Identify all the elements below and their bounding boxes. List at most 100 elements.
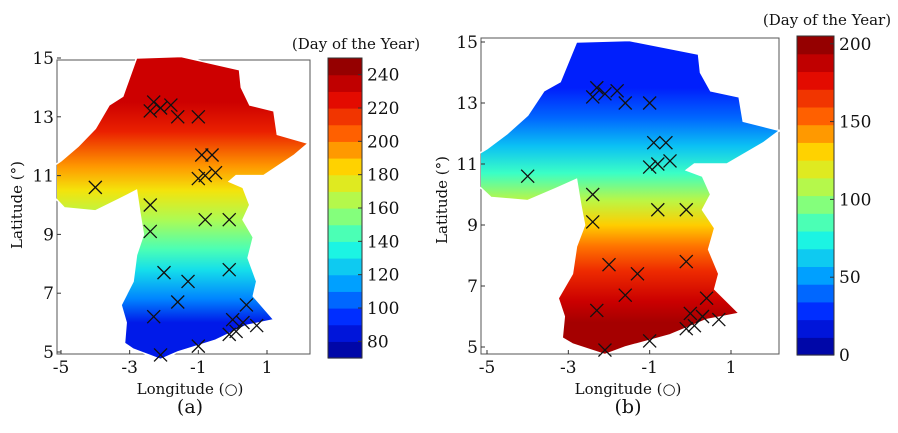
colorbar-tick-label: 50 (839, 268, 861, 288)
station-marker (602, 257, 616, 272)
x-tick-label: -1 (641, 358, 658, 378)
y-axis-label: Latitude (°) (433, 156, 451, 244)
colorbar-segment (797, 213, 834, 232)
station-marker (157, 265, 171, 280)
y-tick-label: 5 (43, 343, 54, 363)
colorbar-segment (797, 124, 834, 143)
station-marker (225, 312, 240, 327)
y-tick-label: 15 (32, 49, 54, 69)
y-tick-label: 11 (32, 167, 54, 187)
colorbar-segment (797, 89, 834, 108)
station-marker (198, 212, 213, 227)
station-marker (143, 198, 158, 212)
station-marker (679, 321, 694, 336)
x-tick-label: -1 (190, 358, 207, 378)
colorbar-segment (328, 208, 362, 226)
colorbar-tick-label: 80 (367, 332, 389, 352)
colorbar-tick-label: 0 (839, 346, 850, 366)
colorbar-tick-label: 180 (367, 166, 399, 186)
station-marker (191, 109, 206, 124)
station-marker (222, 212, 237, 227)
station-marker (208, 165, 223, 180)
station-marker (687, 318, 702, 333)
y-axis-label: Latitude (°) (8, 161, 26, 249)
colorbar-tick-label: 140 (367, 232, 399, 252)
colorbar-segment (328, 224, 362, 242)
colorbar-tick-label: 200 (839, 35, 871, 55)
station-marker (222, 327, 237, 342)
station-marker (170, 109, 185, 124)
station-marker (153, 347, 168, 362)
colorbar-segment (328, 241, 362, 259)
station-marker (146, 95, 161, 110)
station-marker (699, 291, 714, 306)
station-marker (170, 295, 185, 309)
x-tick-label: -3 (560, 358, 577, 378)
y-tick-label: 13 (456, 94, 478, 114)
x-tick-label: -5 (479, 358, 496, 378)
colorbar-title: (Day of the Year) (763, 11, 891, 29)
colorbar-segment (328, 141, 362, 159)
station-marker (191, 339, 206, 354)
colorbar-segment (328, 124, 362, 142)
station-marker (146, 309, 161, 324)
station-marker (642, 96, 657, 110)
station-marker (650, 202, 665, 217)
colorbar-segment (797, 160, 834, 179)
station-marker (191, 171, 206, 186)
colorbar-tick-label: 100 (839, 190, 871, 210)
x-tick-label: 1 (262, 358, 273, 378)
station-marker (618, 288, 633, 303)
y-tick-label: 7 (467, 277, 478, 297)
station-marker (618, 96, 633, 110)
station-marker (181, 274, 195, 289)
y-tick-label: 9 (467, 216, 478, 236)
station-marker (239, 298, 254, 312)
colorbar-segment (797, 248, 834, 267)
colorbar-segment (797, 36, 834, 55)
colorbar-frame (796, 35, 835, 356)
colorbar-segment (797, 301, 834, 321)
station-marker (143, 103, 158, 118)
y-tick-label: 15 (456, 33, 478, 53)
station-marker (194, 148, 209, 162)
colorbar-segment (328, 274, 362, 292)
colorbar-segment (328, 58, 362, 76)
station-marker (589, 80, 604, 95)
colorbar-segment (797, 195, 834, 214)
station-marker (143, 224, 158, 239)
colorbar-tick-label: 120 (367, 266, 399, 286)
station-marker (222, 262, 237, 277)
station-marker (642, 160, 657, 175)
station-marker (679, 254, 694, 269)
panel-label: (a) (177, 396, 203, 418)
colorbar-segment (328, 324, 362, 342)
station-marker (229, 324, 244, 339)
colorbar-segment (328, 158, 362, 176)
colorbar-segment (797, 284, 834, 303)
colorbar-segment (328, 258, 362, 276)
colorbar-segment (797, 53, 834, 73)
colorbar-segment (797, 230, 834, 250)
colorbar-segment (797, 142, 834, 161)
station-marker (585, 214, 600, 229)
station-marker (663, 153, 677, 168)
y-tick-label: 9 (43, 225, 54, 245)
y-tick-label: 11 (456, 155, 478, 175)
station-marker (679, 202, 694, 217)
colorbar: 80 100 120 140 160 180 200 220 240 (Day of the Ye… (292, 35, 420, 359)
station-marker (695, 309, 710, 324)
panel-label: (b) (615, 396, 642, 418)
station-marker (683, 306, 698, 321)
x-axis-label: Longitude (○) (137, 380, 244, 398)
station-marker (711, 312, 726, 327)
station-marker (236, 315, 250, 330)
station-marker (597, 86, 612, 101)
station-marker (597, 343, 612, 358)
colorbar-segment (797, 337, 834, 356)
colorbar-segment (797, 177, 834, 197)
station-marker (205, 148, 220, 162)
